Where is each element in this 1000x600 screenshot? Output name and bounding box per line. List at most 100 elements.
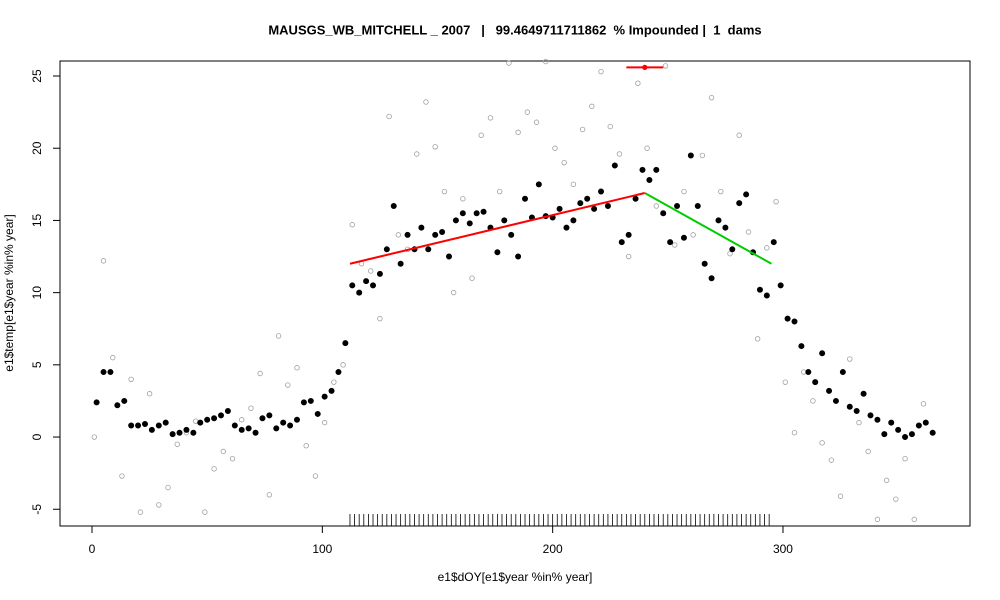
filled-point — [715, 217, 722, 224]
filled-point — [238, 426, 245, 433]
filled-point — [307, 397, 314, 404]
open-point — [202, 509, 208, 515]
y-tick-label: 10 — [30, 286, 44, 300]
open-point — [165, 484, 171, 491]
open-point — [229, 456, 236, 462]
filled-point — [114, 402, 121, 409]
highlight-point — [642, 64, 648, 70]
filled-point — [100, 369, 107, 376]
filled-point — [680, 234, 687, 241]
open-point — [321, 419, 328, 426]
filled-point — [846, 403, 853, 410]
open-point — [865, 448, 871, 455]
filled-point — [770, 239, 777, 246]
open-point — [681, 188, 687, 195]
filled-point — [777, 282, 784, 289]
filled-point — [328, 387, 335, 394]
open-point — [616, 151, 623, 157]
open-point — [294, 365, 300, 371]
chart-title: MAUSGS_WB_MITCHELL _ 2007 | 99.464971171… — [268, 22, 761, 37]
filled-point — [874, 416, 881, 423]
filled-point — [224, 408, 231, 415]
open-point — [579, 126, 586, 133]
open-point — [644, 145, 650, 151]
open-point — [156, 502, 162, 508]
filled-point — [922, 419, 929, 426]
filled-point — [473, 210, 480, 217]
filled-point — [190, 429, 197, 436]
open-point — [736, 132, 742, 138]
filled-point — [577, 200, 584, 207]
filled-point — [867, 412, 874, 419]
open-point — [570, 181, 577, 188]
filled-point — [176, 429, 183, 436]
filled-point — [618, 239, 625, 246]
filled-point — [535, 181, 542, 188]
open-point — [727, 250, 733, 257]
filled-point — [128, 422, 135, 429]
open-point — [239, 417, 245, 423]
filled-point — [522, 195, 529, 202]
filled-point — [162, 419, 169, 426]
filled-point — [639, 166, 646, 173]
filled-point — [349, 282, 356, 289]
filled-point — [729, 246, 736, 253]
filled-point — [107, 369, 114, 376]
open-point — [773, 198, 779, 205]
filled-point — [826, 387, 833, 394]
open-point — [883, 477, 890, 484]
filled-point — [674, 202, 681, 209]
y-axis-label: e1$temp[e1$year %in% year] — [2, 214, 16, 371]
open-point — [533, 119, 540, 125]
open-point — [395, 232, 402, 238]
filled-point — [860, 390, 867, 397]
open-point — [699, 152, 706, 159]
open-point — [764, 245, 770, 251]
open-point — [220, 448, 226, 455]
filled-point — [252, 429, 259, 436]
open-point — [847, 356, 853, 362]
open-point — [810, 398, 816, 404]
filled-point — [425, 246, 432, 253]
filled-point — [508, 231, 515, 238]
filled-point — [245, 425, 252, 432]
open-point — [791, 430, 798, 436]
open-point — [331, 379, 337, 385]
open-point — [754, 336, 761, 342]
filled-point — [121, 397, 128, 404]
filled-point — [915, 422, 922, 429]
filled-point — [929, 429, 936, 436]
filled-point — [598, 188, 605, 195]
open-point — [377, 315, 383, 322]
filled-point — [805, 369, 812, 376]
open-point — [524, 109, 531, 115]
filled-point — [155, 422, 162, 429]
filled-point — [722, 224, 729, 231]
filled-point — [169, 431, 176, 438]
y-tick-label: 15 — [30, 213, 44, 227]
open-point — [414, 151, 420, 157]
filled-point — [832, 397, 839, 404]
filled-point — [763, 292, 770, 299]
filled-point — [342, 340, 349, 347]
filled-point — [701, 260, 708, 267]
open-point — [561, 159, 567, 166]
open-point — [893, 496, 899, 502]
filled-point — [446, 253, 453, 260]
y-tick-label: 25 — [30, 69, 44, 83]
filled-point — [812, 379, 819, 386]
filled-point — [314, 410, 321, 417]
filled-point — [335, 369, 342, 376]
filled-point — [611, 162, 618, 169]
filled-point — [376, 270, 383, 277]
filled-point — [363, 278, 370, 285]
filled-point — [459, 210, 466, 217]
y-tick-label: 20 — [30, 141, 44, 155]
filled-point — [881, 431, 888, 438]
x-tick-label: 300 — [773, 542, 793, 556]
filled-point — [273, 425, 280, 432]
open-point — [211, 466, 217, 472]
filled-point — [895, 426, 902, 433]
open-point — [460, 196, 466, 202]
y-tick-label: 0 — [30, 433, 44, 440]
